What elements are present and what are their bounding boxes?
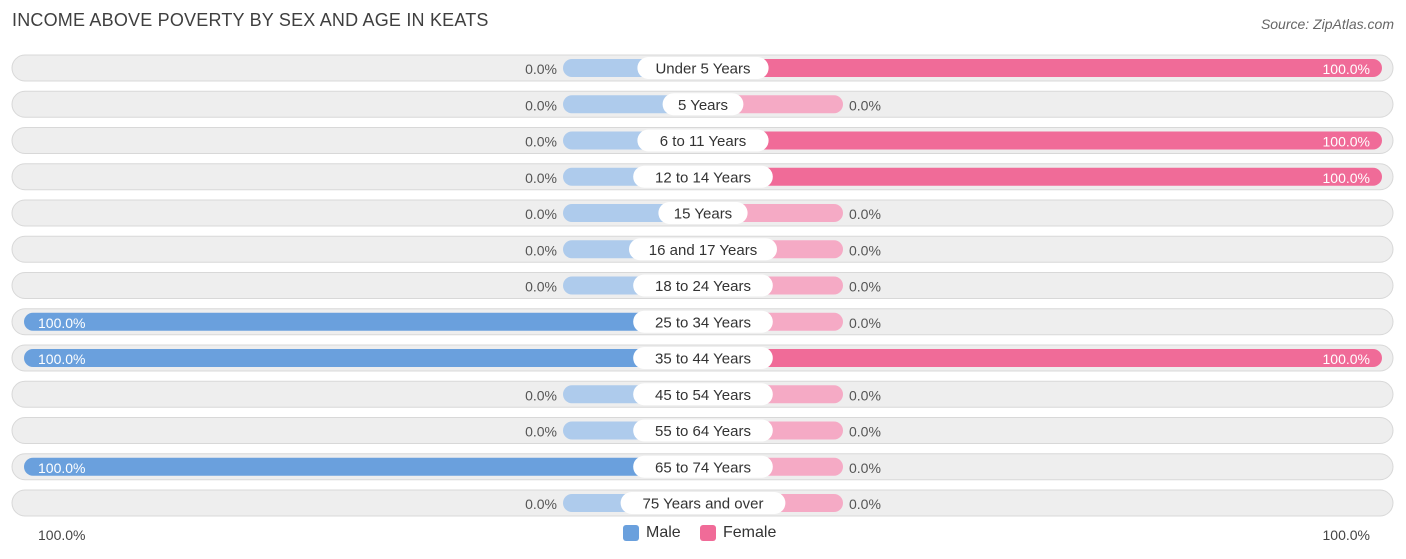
bar-female — [703, 131, 1382, 150]
legend-swatch-male — [623, 525, 639, 541]
category-pill — [633, 165, 773, 188]
label-male-value: 0.0% — [525, 242, 557, 258]
label-male-value: 0.0% — [525, 134, 557, 150]
category-pill — [633, 274, 773, 297]
category-pill — [633, 347, 773, 369]
legend-label-female: Female — [723, 524, 777, 541]
row-12: 0.0% 0.0% 75 Years and over — [11, 489, 1394, 517]
row-5: 0.0% 0.0% 16 and 17 Years — [11, 235, 1394, 263]
category-label: 12 to 14 Years — [655, 169, 751, 186]
row-4: 0.0% 0.0% 15 Years — [11, 199, 1394, 227]
bar-female — [703, 167, 1382, 186]
category-pill — [637, 57, 769, 79]
label-female-value: 0.0% — [849, 242, 881, 258]
row-1: 0.0% 0.0% 5 Years — [11, 90, 1394, 118]
category-label: 75 Years and over — [643, 496, 764, 513]
chart-title: INCOME ABOVE POVERTY BY SEX AND AGE IN K… — [12, 10, 489, 30]
category-label: 25 to 34 Years — [655, 314, 751, 331]
category-pill — [633, 383, 773, 406]
row-2: 0.0% 100.0% 6 to 11 Years — [11, 127, 1394, 154]
category-label: 18 to 24 Years — [655, 278, 751, 295]
label-female-value: 0.0% — [849, 315, 881, 331]
label-female-value: 0.0% — [849, 387, 881, 403]
label-female-value: 0.0% — [849, 460, 881, 476]
row-8: 100.0% 100.0% 35 to 44 Years — [11, 344, 1394, 372]
category-label: 5 Years — [678, 97, 728, 114]
bar-male — [24, 457, 703, 476]
category-label: 65 to 74 Years — [655, 459, 751, 476]
category-label: 45 to 54 Years — [655, 387, 751, 404]
row-11: 100.0% 0.0% 65 to 74 Years — [11, 453, 1394, 481]
axis-left-label: 100.0% — [38, 527, 86, 543]
bar-male — [24, 312, 703, 331]
label-female-value: 0.0% — [849, 496, 881, 512]
row-10: 0.0% 0.0% 55 to 64 Years — [11, 417, 1394, 444]
category-label: 15 Years — [674, 206, 732, 223]
label-female-value: 100.0% — [1323, 134, 1370, 150]
legend-item-male: Male — [623, 524, 681, 542]
category-pill — [637, 129, 769, 152]
row-6: 0.0% 0.0% 18 to 24 Years — [11, 272, 1394, 299]
label-male-value: 100.0% — [38, 460, 85, 476]
category-pill — [633, 455, 773, 478]
row-7: 100.0% 0.0% 25 to 34 Years — [11, 308, 1394, 336]
label-male-value: 0.0% — [525, 206, 557, 222]
legend-item-female: Female — [700, 524, 776, 542]
label-male-value: 0.0% — [525, 61, 557, 77]
label-female-value: 100.0% — [1323, 351, 1370, 367]
bar-female — [703, 59, 1382, 77]
bar-female — [703, 349, 1382, 367]
axis-right-label: 100.0% — [1322, 527, 1370, 543]
legend-swatch-female — [700, 525, 716, 541]
label-female-value: 100.0% — [1323, 170, 1370, 186]
row-0: 0.0% 100.0% Under 5 Years — [11, 54, 1394, 82]
category-pill — [633, 310, 773, 333]
label-female-value: 0.0% — [849, 279, 881, 295]
label-male-value: 0.0% — [525, 387, 557, 403]
chart-source: Source: ZipAtlas.com — [1260, 16, 1394, 32]
label-male-value: 0.0% — [525, 279, 557, 295]
label-male-value: 0.0% — [525, 97, 557, 113]
label-female-value: 0.0% — [849, 424, 881, 440]
category-pill — [633, 419, 773, 442]
category-label: 6 to 11 Years — [660, 133, 746, 150]
legend-label-male: Male — [646, 524, 681, 541]
label-male-value: 100.0% — [38, 315, 85, 331]
label-female-value: 100.0% — [1323, 61, 1370, 77]
category-pill — [629, 238, 777, 261]
label-female-value: 0.0% — [849, 97, 881, 113]
legend: Male Female — [0, 522, 1406, 546]
label-male-value: 0.0% — [525, 424, 557, 440]
category-label: 55 to 64 Years — [655, 423, 751, 440]
category-label: Under 5 Years — [655, 61, 750, 78]
category-label: 35 to 44 Years — [655, 351, 751, 368]
category-pill — [658, 202, 748, 224]
label-male-value: 0.0% — [525, 496, 557, 512]
row-3: 0.0% 100.0% 12 to 14 Years — [11, 163, 1394, 191]
category-label: 16 and 17 Years — [649, 242, 757, 259]
category-pill — [662, 93, 744, 116]
category-pill — [620, 492, 786, 514]
label-male-value: 100.0% — [38, 351, 85, 367]
label-male-value: 0.0% — [525, 170, 557, 186]
row-9: 0.0% 0.0% 45 to 54 Years — [11, 380, 1394, 408]
bar-male — [24, 349, 703, 367]
label-female-value: 0.0% — [849, 206, 881, 222]
